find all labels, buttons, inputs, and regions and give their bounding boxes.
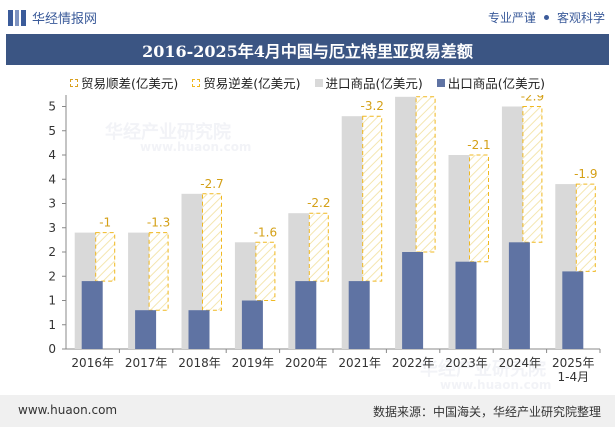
y-tick-label: 5: [48, 100, 56, 114]
data-label: -1.3: [147, 216, 170, 230]
deficit-bar: [148, 232, 169, 311]
deficit-bar: [202, 193, 222, 311]
bars: -1-1.3-2.7-1.6-2.2-3.2-3.1-2.1-2.9-1.9: [74, 95, 598, 349]
x-tick-label: 2019年: [232, 356, 275, 370]
y-tick-label: 5: [48, 124, 56, 138]
data-label: -2.2: [307, 196, 330, 210]
legend-label-deficit: 贸易逆差(亿美元): [203, 76, 301, 91]
y-tick-label: 2: [48, 269, 56, 283]
x-tick-label: 2020年: [285, 356, 328, 370]
export-bar: [402, 252, 424, 349]
y-tick-label: 0: [48, 342, 56, 356]
x-tick-label: 2022年: [392, 356, 435, 370]
brand-logo[interactable]: 华经情报网: [8, 8, 97, 27]
footer: www.huaon.com 数据来源：中国海关，华经产业研究院整理: [0, 395, 615, 427]
y-tick-label: 3: [48, 221, 56, 235]
legend-item-export: 出口商品(亿美元): [436, 73, 546, 92]
legend-item-import: 进口商品(亿美元): [314, 73, 423, 92]
export-bar: [135, 310, 157, 349]
export-bar: [562, 271, 584, 349]
deficit-bar: [522, 106, 543, 243]
export-bar: [295, 281, 317, 349]
data-label: -2.7: [200, 177, 223, 191]
export-bar: [188, 310, 210, 349]
x-tick-label: 2023年: [445, 356, 488, 370]
chart-title: 2016-2025年4月中国与厄立特里亚贸易差额: [142, 41, 473, 61]
footer-source: 数据来源：中国海关，华经产业研究院整理: [372, 405, 601, 419]
deficit-bar: [575, 183, 596, 272]
deficit-bar: [469, 154, 489, 263]
data-label: -1: [99, 216, 111, 230]
x-tick-label: 2017年: [125, 356, 168, 370]
brand-name: 华经情报网: [32, 12, 98, 27]
x-tick-label: 2021年: [338, 356, 381, 370]
y-tick-label: 3: [48, 197, 56, 211]
y-tick-label: 4: [48, 172, 56, 186]
export-bar: [455, 261, 477, 349]
legend-swatch-deficit: [192, 78, 201, 87]
x-tick-label: 2025年: [552, 356, 595, 370]
deficit-bar: [255, 241, 276, 302]
title-bar: 2016-2025年4月中国与厄立特里亚贸易差额: [6, 34, 609, 65]
legend-label-import: 进口商品(亿美元): [325, 76, 423, 91]
brand-tagline: 专业严谨 客观科学: [488, 9, 605, 26]
x-axis: 2016年 2017年 2018年 2019年 2020年 2021年 2022年 2023年…: [71, 349, 601, 384]
legend-swatch-surplus: [69, 78, 78, 87]
deficit-bar: [308, 212, 329, 282]
y-tick-label: 1: [48, 294, 56, 308]
export-bar: [348, 281, 370, 349]
legend-swatch-export: [436, 78, 445, 87]
y-tick-label: 4: [48, 148, 56, 162]
legend-swatch-import: [314, 78, 323, 87]
tagline-a: 专业严谨: [487, 11, 536, 25]
chart-legend: 贸易顺差(亿美元) 贸易逆差(亿美元) 进口商品(亿美元) 出口商品(亿美元): [0, 73, 615, 92]
y-tick-label: 2: [48, 245, 56, 259]
deficit-bar: [415, 96, 436, 253]
data-label: -1.9: [574, 167, 597, 181]
legend-label-surplus: 贸易顺差(亿美元): [80, 76, 179, 91]
bullet-icon: [543, 15, 549, 20]
export-bar: [81, 281, 103, 349]
x-tick-label: 1-4月: [557, 370, 589, 384]
footer-url[interactable]: www.huaon.com: [18, 403, 118, 417]
data-label: -1.6: [254, 225, 277, 239]
x-tick-label: 2024年: [499, 356, 542, 370]
x-tick-label: 2018年: [178, 356, 221, 370]
x-tick-label: 2016年: [71, 356, 114, 370]
data-label: -2.1: [467, 138, 490, 152]
deficit-bar: [95, 232, 116, 282]
data-label: -2.9: [521, 95, 544, 104]
data-label: -3.2: [360, 99, 383, 113]
legend-item-surplus: 贸易顺差(亿美元): [69, 73, 179, 92]
logo-icon: [8, 9, 27, 26]
deficit-bar: [362, 115, 383, 282]
export-bar: [241, 300, 263, 349]
y-tick-label: 1: [48, 318, 56, 332]
legend-label-export: 出口商品(亿美元): [447, 76, 546, 91]
top-bar: 华经情报网 专业严谨 客观科学: [0, 0, 615, 32]
export-bar: [508, 242, 530, 349]
legend-item-deficit: 贸易逆差(亿美元): [192, 73, 301, 92]
tagline-b: 客观科学: [556, 11, 605, 25]
